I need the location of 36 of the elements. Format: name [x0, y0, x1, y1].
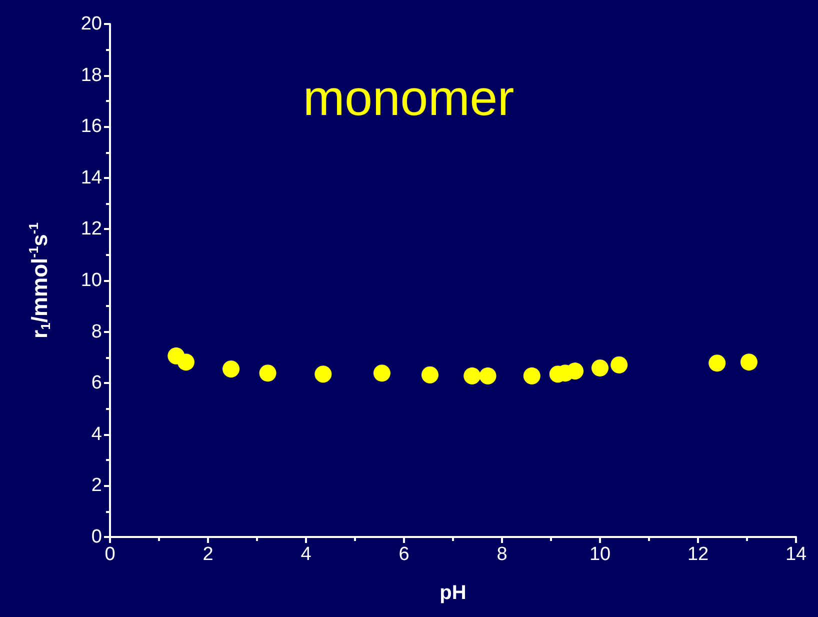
point — [373, 364, 390, 382]
x-tick-label: 8 — [496, 544, 508, 565]
y-tick-label: 14 — [80, 167, 102, 188]
y-tick-label: 2 — [91, 475, 102, 496]
point — [222, 360, 240, 378]
y-tick-label: 18 — [80, 64, 102, 86]
x-tick-label: 14 — [785, 544, 807, 565]
y-tick-label: 6 — [91, 372, 102, 394]
x-tick-label: 6 — [398, 544, 410, 565]
point — [259, 364, 276, 382]
x-tick-label: 12 — [687, 544, 709, 565]
point — [464, 367, 481, 384]
y-tick-label: 16 — [80, 116, 102, 138]
point — [421, 366, 438, 384]
point — [592, 359, 608, 376]
point — [610, 356, 628, 374]
y-tick-label: 8 — [91, 321, 102, 342]
y-tick-label: 4 — [91, 424, 102, 445]
y-tick-label: 12 — [80, 218, 102, 240]
x-tick-label: 2 — [202, 544, 214, 565]
point — [740, 354, 758, 371]
y-tick-label: 20 — [80, 14, 102, 34]
point — [523, 367, 540, 384]
x-axis-title: pH — [440, 582, 466, 604]
x-tick-label: 4 — [300, 544, 312, 565]
y-tick-label: 0 — [91, 526, 102, 548]
x-tick-label: 0 — [104, 544, 116, 565]
point — [177, 354, 194, 371]
text: monomer — [303, 70, 514, 126]
y-axis-title: r1/mmol-1s-1 — [26, 222, 53, 338]
point — [566, 362, 584, 380]
point — [314, 366, 332, 383]
y-tick-label: 10 — [80, 270, 102, 291]
x-tick-label: 10 — [589, 544, 611, 565]
point — [479, 367, 496, 384]
point — [708, 354, 726, 372]
